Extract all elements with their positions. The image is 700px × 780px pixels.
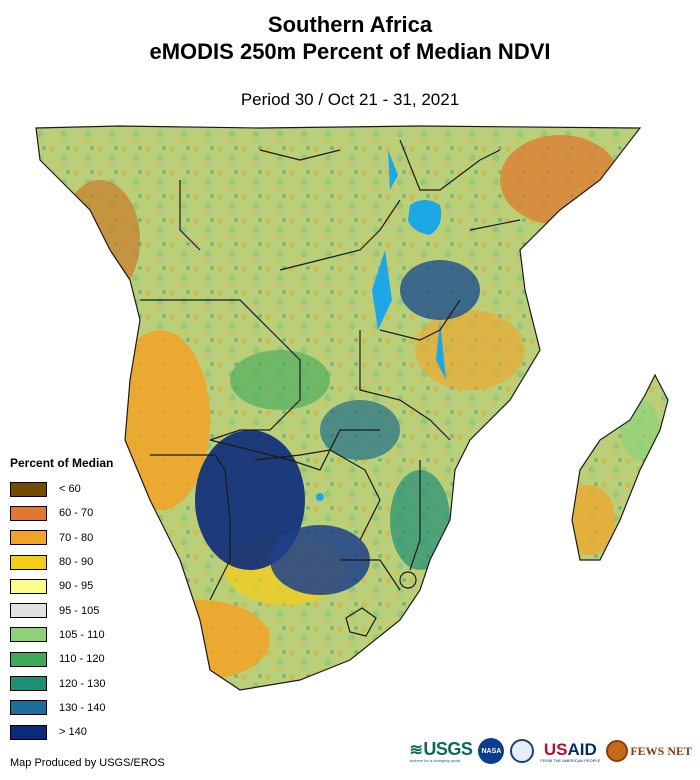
legend-label: 120 - 130 xyxy=(59,677,106,690)
lake-malawi xyxy=(436,320,446,380)
legend-swatch xyxy=(10,603,47,619)
legend-item: 80 - 90 xyxy=(10,550,120,574)
lake-albert xyxy=(388,150,398,190)
credit-text: Map Produced by USGS/EROS xyxy=(10,757,165,769)
legend-swatch xyxy=(10,505,47,521)
legend-item: < 60 xyxy=(10,477,120,501)
legend-swatch xyxy=(10,554,47,570)
legend-swatch xyxy=(10,724,47,740)
legend-item: 105 - 110 xyxy=(10,623,120,647)
usaid-logo: USAID FROM THE AMERICAN PEOPLE xyxy=(540,740,600,763)
legend-label: 105 - 110 xyxy=(59,628,105,641)
legend-item: 120 - 130 xyxy=(10,671,120,695)
legend-swatch xyxy=(10,578,47,594)
legend-swatch xyxy=(10,481,47,497)
map-title-line2: eMODIS 250m Percent of Median NDVI xyxy=(149,39,551,64)
ndvi-map xyxy=(35,125,669,691)
usaid-logo-text: USAID xyxy=(544,740,597,760)
lake-tanganyika xyxy=(372,250,392,330)
map-title-line1: Southern Africa xyxy=(267,12,433,37)
legend-label: < 60 xyxy=(59,483,81,496)
nasa-logo: NASA xyxy=(478,738,505,764)
legend-swatch xyxy=(10,700,47,716)
legend-item: 70 - 80 xyxy=(10,526,120,550)
legend-label: > 140 xyxy=(59,726,87,739)
partner-logos: USGS science for a changing world NASA U… xyxy=(409,738,692,764)
legend-label: 90 - 95 xyxy=(59,580,94,593)
legend-item: 90 - 95 xyxy=(10,574,120,598)
legend-label: 70 - 80 xyxy=(59,531,94,544)
legend-label: 130 - 140 xyxy=(59,701,106,714)
legend-swatch xyxy=(10,627,47,643)
legend-item: 110 - 120 xyxy=(10,647,120,671)
legend-label: 60 - 70 xyxy=(59,507,94,520)
usgs-logo: USGS science for a changing world xyxy=(409,739,472,763)
legend-item: 95 - 105 xyxy=(10,598,120,622)
fews-net-text: FEWS NET xyxy=(630,743,692,758)
legend-label: 95 - 105 xyxy=(59,604,100,617)
legend-swatch xyxy=(10,530,47,546)
madagascar-land-layer xyxy=(572,375,668,560)
legend-item: 60 - 70 xyxy=(10,501,120,525)
legend-title: Percent of Median xyxy=(10,456,114,470)
legend-rows: < 60 60 - 70 70 - 80 80 - 90 90 - 95 95 - 105… xyxy=(10,477,120,744)
legend-item: > 140 xyxy=(10,720,120,744)
legend-item: 130 - 140 xyxy=(10,696,120,720)
usgs-logo-text: USGS xyxy=(409,739,473,760)
legend-swatch xyxy=(10,676,47,692)
usgs-tagline: science for a changing world xyxy=(409,758,461,763)
lakes xyxy=(316,150,446,501)
usaid-us: US xyxy=(543,739,568,759)
usaid-seal-icon xyxy=(510,739,535,763)
usaid-tagline: FROM THE AMERICAN PEOPLE xyxy=(540,757,601,763)
okavango-water xyxy=(316,493,324,501)
fews-net-logo: FEWS NET xyxy=(606,740,692,762)
country-borders xyxy=(35,125,669,691)
legend: Percent of Median < 60 60 - 70 70 - 80 80 -… xyxy=(10,456,120,744)
legend-label: 110 - 120 xyxy=(59,653,105,666)
lake-victoria xyxy=(408,200,442,235)
legend-label: 80 - 90 xyxy=(59,556,94,569)
legend-swatch xyxy=(10,651,47,667)
usaid-aid: AID xyxy=(567,739,597,759)
map-subtitle: Period 30 / Oct 21 - 31, 2021 xyxy=(240,90,460,109)
fews-globe-icon xyxy=(606,740,629,762)
